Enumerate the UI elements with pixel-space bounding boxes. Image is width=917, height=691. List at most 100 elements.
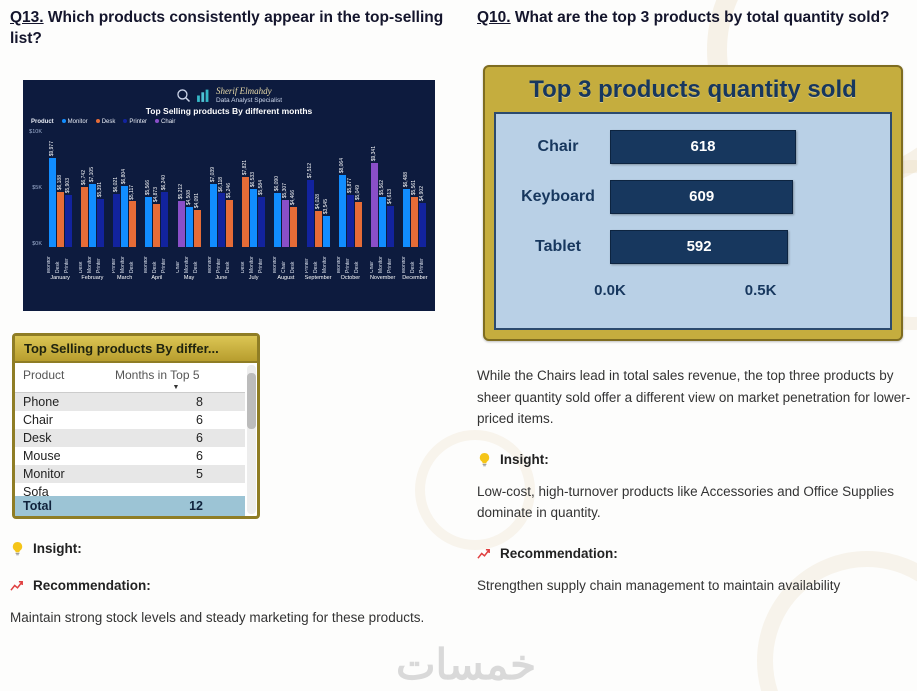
pbi-bar-column: $7,821 (242, 129, 250, 247)
pbi-bar-product: Monitor (47, 256, 53, 273)
q10-bar-track: 609 (610, 179, 872, 214)
pbi-month-group: $5,566 $4,873 $6,240 Monitor Desk Printer Apri… (141, 129, 173, 281)
pbi-bar-value: $6,118 (217, 176, 224, 192)
pbi-bar (371, 162, 379, 247)
table-cell-product: Mouse (23, 448, 61, 463)
pbi-bar (290, 206, 298, 247)
legend-dot (123, 119, 128, 124)
pbi-bar (129, 200, 137, 247)
pbi-product-labels: Monitor Desk Printer (47, 249, 73, 273)
pbi-bar-column: $4,613 (387, 129, 395, 247)
pbi-bar-column: $6,488 (403, 129, 411, 247)
table-cell-months: 6 (196, 412, 203, 427)
pbi-bar-value: $6,804 (121, 169, 128, 185)
pbi-bar-product: Printer (386, 258, 393, 273)
pbi-bar (387, 205, 395, 247)
insight-label: Insight: (500, 451, 549, 467)
month-label: November (369, 274, 396, 281)
legend-dot (95, 119, 100, 124)
pbi-bar-column: $5,307 (282, 129, 290, 247)
month-label: March (116, 274, 133, 281)
pbi-bar-column: $5,561 (411, 129, 419, 247)
pbi-month-group: $9,977 $6,188 $5,903 Monitor Desk Printer Janu… (44, 129, 76, 281)
pbi-bar-product: Desk (354, 261, 361, 273)
q13-anchor-link[interactable]: Q13. (10, 9, 44, 26)
pbi-bar-cluster: $6,488 $5,561 $4,902 (403, 129, 427, 247)
pbi-bar-product: Desk (313, 261, 320, 273)
pbi-bar-value: $6,742 (80, 170, 87, 186)
logo-subtitle: Data Analyst Specialist (215, 96, 283, 104)
legend-dot (61, 119, 66, 124)
pbi-month-group: $9,341 $5,562 $4,613 Chair Monitor Printer Nov… (367, 129, 399, 281)
recommendation-row: Recommendation: (10, 578, 465, 593)
pbi-bar-value: $7,105 (88, 167, 95, 183)
pbi-month-group: $7,512 $4,028 $3,545 Printer Desk Monitor Sept… (302, 129, 334, 280)
pbi-bar-value: $3,545 (322, 199, 329, 215)
pbi-bar-value: $6,533 (250, 172, 257, 188)
pbi-bar-column: $9,977 (48, 129, 56, 247)
pbi-bar-cluster: $6,090 $5,307 $4,466 (274, 129, 298, 247)
pbi-bar (185, 206, 193, 247)
table-row: Desk 6 (15, 428, 245, 447)
pbi-month-group: $7,821 $6,533 $5,584 Desk Monitor Printer July (238, 129, 270, 281)
pbi-bar-value: $7,512 (306, 163, 313, 179)
pbi-bar-value: $6,021 (113, 177, 120, 193)
q10-anchor-link[interactable]: Q10. (477, 9, 511, 26)
q10-category-label: Tablet (535, 237, 581, 255)
pbi-bar-cluster: $6,021 $6,804 $5,117 (113, 129, 137, 247)
legend-dot (155, 119, 160, 124)
pbi-bar-product: Chair (176, 260, 182, 273)
pbi-product-labels: Monitor Printer Desk (337, 249, 363, 273)
legend-item: Desk (95, 119, 115, 125)
pbi-bar-value: $5,562 (379, 180, 386, 196)
pbi-bar-product: Printer (160, 258, 167, 273)
legend-item: Chair (155, 119, 175, 125)
table-row: Monitor 5 (15, 464, 245, 483)
table-header: Product Months in Top 5 ▼ (15, 363, 245, 393)
pbi-bar-product: Monitor (143, 256, 149, 273)
pbi-bar (113, 193, 121, 247)
month-label: June (215, 274, 228, 281)
table-visual-card: Top Selling products By differ... Produc… (12, 332, 260, 519)
pbi-bar (193, 209, 201, 247)
pbi-bar-cluster: $7,039 $6,118 $5,246 (209, 129, 233, 247)
pbi-bar-value: $5,307 (282, 183, 289, 199)
pbi-bar-product: Chair (280, 260, 287, 273)
q10-heading-text: What are the top 3 products by total qua… (510, 9, 890, 26)
pbi-product-labels: Printer Desk Monitor (305, 249, 331, 273)
pbi-bar (346, 194, 354, 247)
pbi-bar (96, 198, 104, 247)
pbi-product-labels: Monitor Desk Printer (402, 249, 428, 273)
pbi-month-group: $6,090 $5,307 $4,466 Monitor Chair Desk August (270, 129, 302, 281)
pbi-bar-product: Monitor (322, 256, 329, 273)
pbi-product-labels: Monitor Printer Desk (208, 249, 234, 273)
pbi-bar (88, 183, 96, 247)
pbi-month-group: $7,039 $6,118 $5,246 Monitor Printer Desk June (205, 129, 237, 281)
pbi-bar-cluster: $5,566 $4,873 $6,240 (145, 129, 169, 247)
q13-heading-text: Which products consistently appear in th… (10, 9, 444, 47)
insight-label: Insight: (33, 540, 82, 556)
q10-chart-body: Chair 618 Keyboard 609 Tablet 592 0.0K 0.5K (494, 111, 892, 330)
magnifier-icon (177, 89, 190, 102)
pbi-plot-area: $10K $5K $0K $9,977 $6,188 $5,903 Monitor Desk… (27, 129, 431, 281)
pbi-bar-product: Printer (257, 258, 264, 273)
pbi-bar-value: $6,240 (161, 175, 168, 191)
pbi-bar-product: Printer (418, 258, 425, 273)
pbi-bar-product: Monitor (377, 256, 384, 273)
pbi-bar (145, 196, 153, 247)
pbi-bar-product: Monitor (119, 256, 126, 273)
table-header-months: Months in Top 5 ▼ (115, 368, 237, 391)
pbi-bar-column: $5,117 (129, 129, 137, 247)
table-rows: Phone 8 Chair 6 Desk 6 Mouse 6 Monitor 5 Sofa (15, 392, 245, 496)
table-row: Chair 6 (15, 411, 245, 429)
pbi-bar (403, 188, 411, 247)
month-label: April (151, 274, 163, 281)
pbi-bar-value: $7,821 (242, 160, 249, 176)
sort-arrow-icon: ▼ (172, 383, 180, 391)
total-label: Total (23, 498, 52, 513)
month-label: January (50, 274, 70, 281)
pbi-bar-column: $6,240 (161, 129, 169, 247)
y-tick-label: $0K (32, 240, 42, 247)
watermark: خمسات (396, 641, 537, 688)
pbi-bar (274, 192, 282, 247)
